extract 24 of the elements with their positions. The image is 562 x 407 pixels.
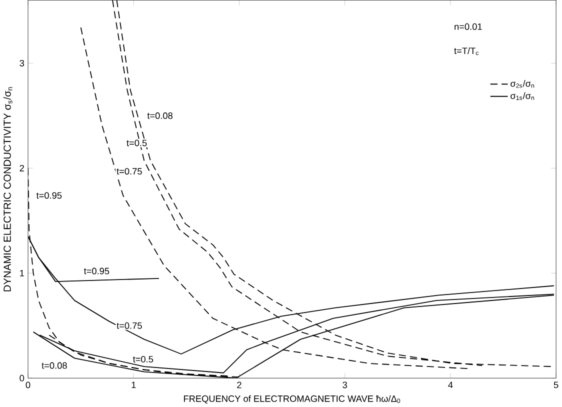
x-tick-label: 5 bbox=[554, 382, 558, 388]
annotation: t=0.75 bbox=[116, 168, 142, 175]
annotation: t=0.75 bbox=[116, 322, 142, 329]
x-tick-label: 1 bbox=[132, 382, 136, 388]
x-tick-label: 2 bbox=[237, 382, 242, 388]
legend-label: σ$_{2s}$/σ$_{n}$ bbox=[510, 80, 534, 88]
annotation: t=0.08 bbox=[147, 112, 172, 119]
annotation: t=0.95 bbox=[84, 268, 110, 274]
x-axis-title: FREQUENCY of ELECTROMAGNETIC WAVE ħω/Δ$_{0}$ bbox=[184, 395, 400, 404]
x-tick-label: 0 bbox=[26, 382, 30, 388]
annotation: t=0.5 bbox=[126, 140, 147, 146]
y-tick-label: 0 bbox=[20, 374, 24, 382]
annotation: t=T/T$_{c}$ bbox=[454, 47, 479, 56]
y-tick-label: 3 bbox=[20, 60, 24, 66]
annotation: n=0.01 bbox=[454, 23, 482, 30]
y-tick-label: 1 bbox=[20, 270, 24, 276]
annotation: t=0.95 bbox=[36, 192, 62, 199]
y-axis-title: DYNAMIC ELECTRIC CONDUCTIVITY σ$_{s}$/σ$_{n}$ bbox=[3, 87, 12, 292]
x-tick-label: 3 bbox=[342, 382, 347, 388]
y-tick-label: 2 bbox=[20, 164, 24, 172]
legend-label: σ$_{1s}$/σ$_{n}$ bbox=[510, 92, 534, 100]
annotation: t=0.08 bbox=[42, 362, 67, 369]
annotation: t=0.5 bbox=[132, 356, 154, 363]
x-tick-label: 4 bbox=[448, 382, 453, 388]
